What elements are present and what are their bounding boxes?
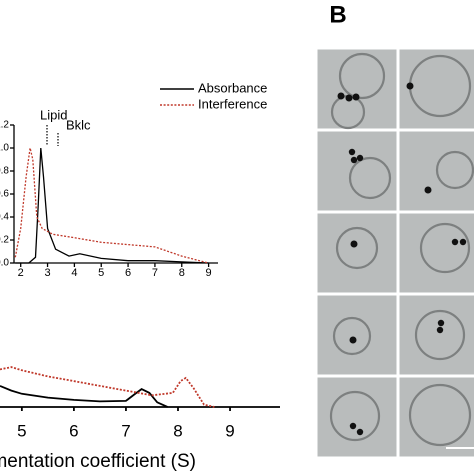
x-tick-label: 8 [179,267,185,279]
x-tick-label: 9 [225,421,234,440]
panel-label: B [329,1,346,28]
x-tick-label: 7 [121,421,130,440]
legend-label: Interference [198,96,267,111]
x-axis-label: Sedimentation coefficient (S) [0,451,196,472]
x-tick-label: 4 [71,267,77,279]
x-tick-label: 6 [125,267,131,279]
x-tick-label: 8 [173,421,182,440]
y-tick-label: 0.0 [0,258,9,269]
annotation: Bklc [66,117,91,132]
y-tick-label: 1.0 [0,143,9,154]
data-line [0,385,168,408]
y-tick-label: 0.4 [0,212,9,223]
x-tick-label: 7 [152,267,158,279]
x-tick-label: 5 [17,421,26,440]
legend-label: Absorbance [198,80,267,95]
data-line [15,147,209,264]
data-line [0,366,215,408]
annotation: Lipid [40,107,67,122]
data-line [14,147,209,264]
y-tick-label: 0.8 [0,166,9,177]
y-tick-label: 0.2 [0,235,9,246]
x-tick-label: 2 [18,267,24,279]
y-tick-label: 0.6 [0,189,9,200]
x-tick-label: 5 [98,267,104,279]
x-tick-label: 6 [69,421,78,440]
x-tick-label: 9 [206,267,212,279]
micrographs [314,46,474,460]
x-tick-label: 3 [44,267,50,279]
y-tick-label: 1.2 [0,120,9,131]
